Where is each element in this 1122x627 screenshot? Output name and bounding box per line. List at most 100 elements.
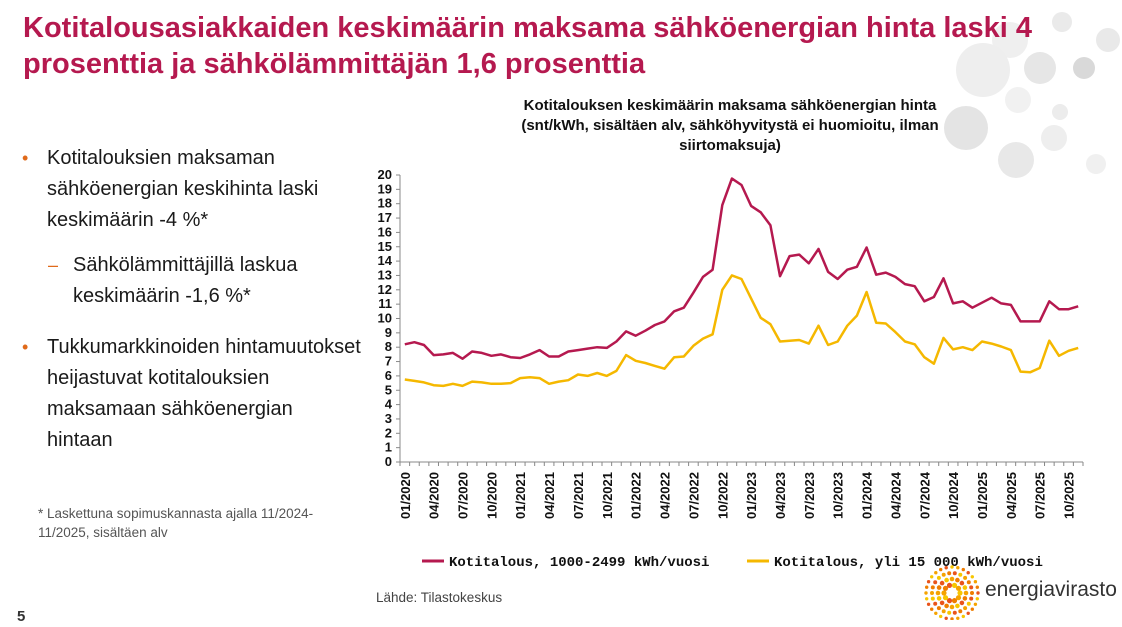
x-tick-label: 10/2024 [946, 471, 961, 519]
logo-dot [966, 601, 971, 606]
logo-dot [955, 595, 962, 601]
x-tick-label: 07/2024 [917, 471, 932, 519]
x-tick-label: 01/2023 [744, 472, 759, 519]
logo-dot [963, 590, 969, 596]
x-tick-label: 10/2025 [1062, 472, 1077, 519]
series-line-1 [404, 177, 1079, 360]
y-tick-label: 14 [378, 253, 393, 268]
y-tick-label: 7 [385, 354, 392, 369]
bubble [1024, 52, 1056, 84]
x-tick-label: 10/2021 [600, 472, 615, 519]
logo-dot [955, 577, 960, 583]
logo-dot [956, 616, 960, 620]
bullet-item: • Tukkumarkkinoiden hintamuutokset heija… [22, 332, 362, 456]
logo-dot [926, 602, 931, 606]
sub-bullet-text: Sähkölämmittäjillä laskua keskimäärin -1… [73, 254, 298, 307]
y-tick-label: 8 [385, 339, 392, 354]
logo-dot [973, 602, 978, 606]
logo-dot [930, 607, 934, 611]
footnote: * Laskettuna sopimuskannasta ajalla 11/2… [38, 506, 314, 540]
x-tick-label: 04/2023 [773, 472, 788, 519]
logo-dot [966, 571, 970, 575]
logo-dot [941, 609, 946, 614]
x-tick-label: 04/2021 [542, 472, 557, 519]
y-tick-label: 3 [385, 411, 392, 426]
logo-dot [958, 572, 963, 577]
logo-dot [951, 598, 958, 604]
bubble [1005, 87, 1031, 113]
logo-dot [936, 606, 941, 611]
logo-dot [944, 603, 949, 609]
bubble [1052, 104, 1068, 120]
x-tick-label: 07/2025 [1033, 472, 1048, 519]
logo-dot [955, 603, 960, 609]
logo-dot [963, 606, 968, 611]
sub-bullet-item: – Sähkölämmittäjillä laskua keskimäärin … [22, 250, 362, 312]
logo-dot [930, 596, 935, 601]
logo-dot [926, 580, 931, 584]
x-tick-label: 01/2025 [975, 472, 990, 519]
logo-dot [973, 580, 978, 584]
x-tick-label: 10/2023 [831, 472, 846, 519]
logo-dot [930, 585, 935, 590]
logo-dot [950, 617, 954, 620]
logo-dot [950, 565, 954, 569]
y-tick-label: 15 [378, 239, 392, 254]
x-tick-label: 01/2021 [513, 472, 528, 519]
logo-dot [952, 610, 957, 615]
bubble [944, 106, 988, 150]
logo-dot [939, 614, 943, 619]
logo-dot [975, 597, 979, 601]
logo-dot [956, 566, 960, 570]
x-tick-label: 10/2022 [715, 472, 730, 519]
sub-bullet-mark: – [48, 255, 59, 275]
logo-dot [935, 590, 941, 596]
logo-dot [944, 616, 948, 620]
logo-dot [958, 609, 963, 614]
logo-text: energiavirasto [985, 578, 1117, 601]
bullet-mark: • [22, 148, 29, 168]
energiavirasto-logo-icon [924, 565, 980, 620]
page-number: 5 [17, 608, 26, 625]
logo-dot [966, 580, 971, 585]
logo-dot [936, 596, 942, 601]
y-tick-label: 20 [378, 167, 392, 182]
logo-dot [970, 575, 974, 579]
y-tick-label: 19 [378, 181, 392, 196]
logo-dot [944, 566, 948, 570]
y-tick-label: 18 [378, 196, 392, 211]
y-tick-label: 5 [385, 382, 392, 397]
bubble [956, 43, 1010, 97]
logo-dot [970, 591, 974, 595]
logo-dot [976, 591, 980, 595]
bullet-item: • Kotitalouksien maksaman sähköenergian … [22, 143, 362, 236]
logo-dot [942, 585, 949, 591]
bubble [998, 142, 1034, 178]
y-tick-label: 1 [385, 440, 392, 455]
logo-dot [947, 610, 952, 615]
y-tick-label: 2 [385, 425, 392, 440]
logo-dot [952, 571, 957, 576]
y-tick-label: 9 [385, 325, 392, 340]
logo-dot [962, 585, 968, 590]
x-tick-label: 04/2025 [1004, 472, 1019, 519]
logo-dot [955, 585, 962, 591]
y-tick-label: 6 [385, 368, 392, 383]
logo-dot [962, 596, 968, 601]
bubble [992, 22, 1028, 58]
x-tick-label: 01/2022 [629, 472, 644, 519]
logo-dot [951, 582, 958, 588]
logo-dot [925, 585, 929, 589]
logo-dot [924, 591, 928, 595]
bubble [1096, 28, 1120, 52]
logo-dot [930, 591, 934, 595]
logo-dot [961, 567, 965, 572]
logo-dot [963, 575, 968, 580]
chart-title-line: (snt/kWh, sisältäen alv, sähköhyvitystä … [521, 117, 939, 134]
bubble [1086, 154, 1106, 174]
logo-dot [939, 580, 945, 586]
logo-dot [966, 611, 970, 615]
logo-dot [975, 585, 979, 589]
